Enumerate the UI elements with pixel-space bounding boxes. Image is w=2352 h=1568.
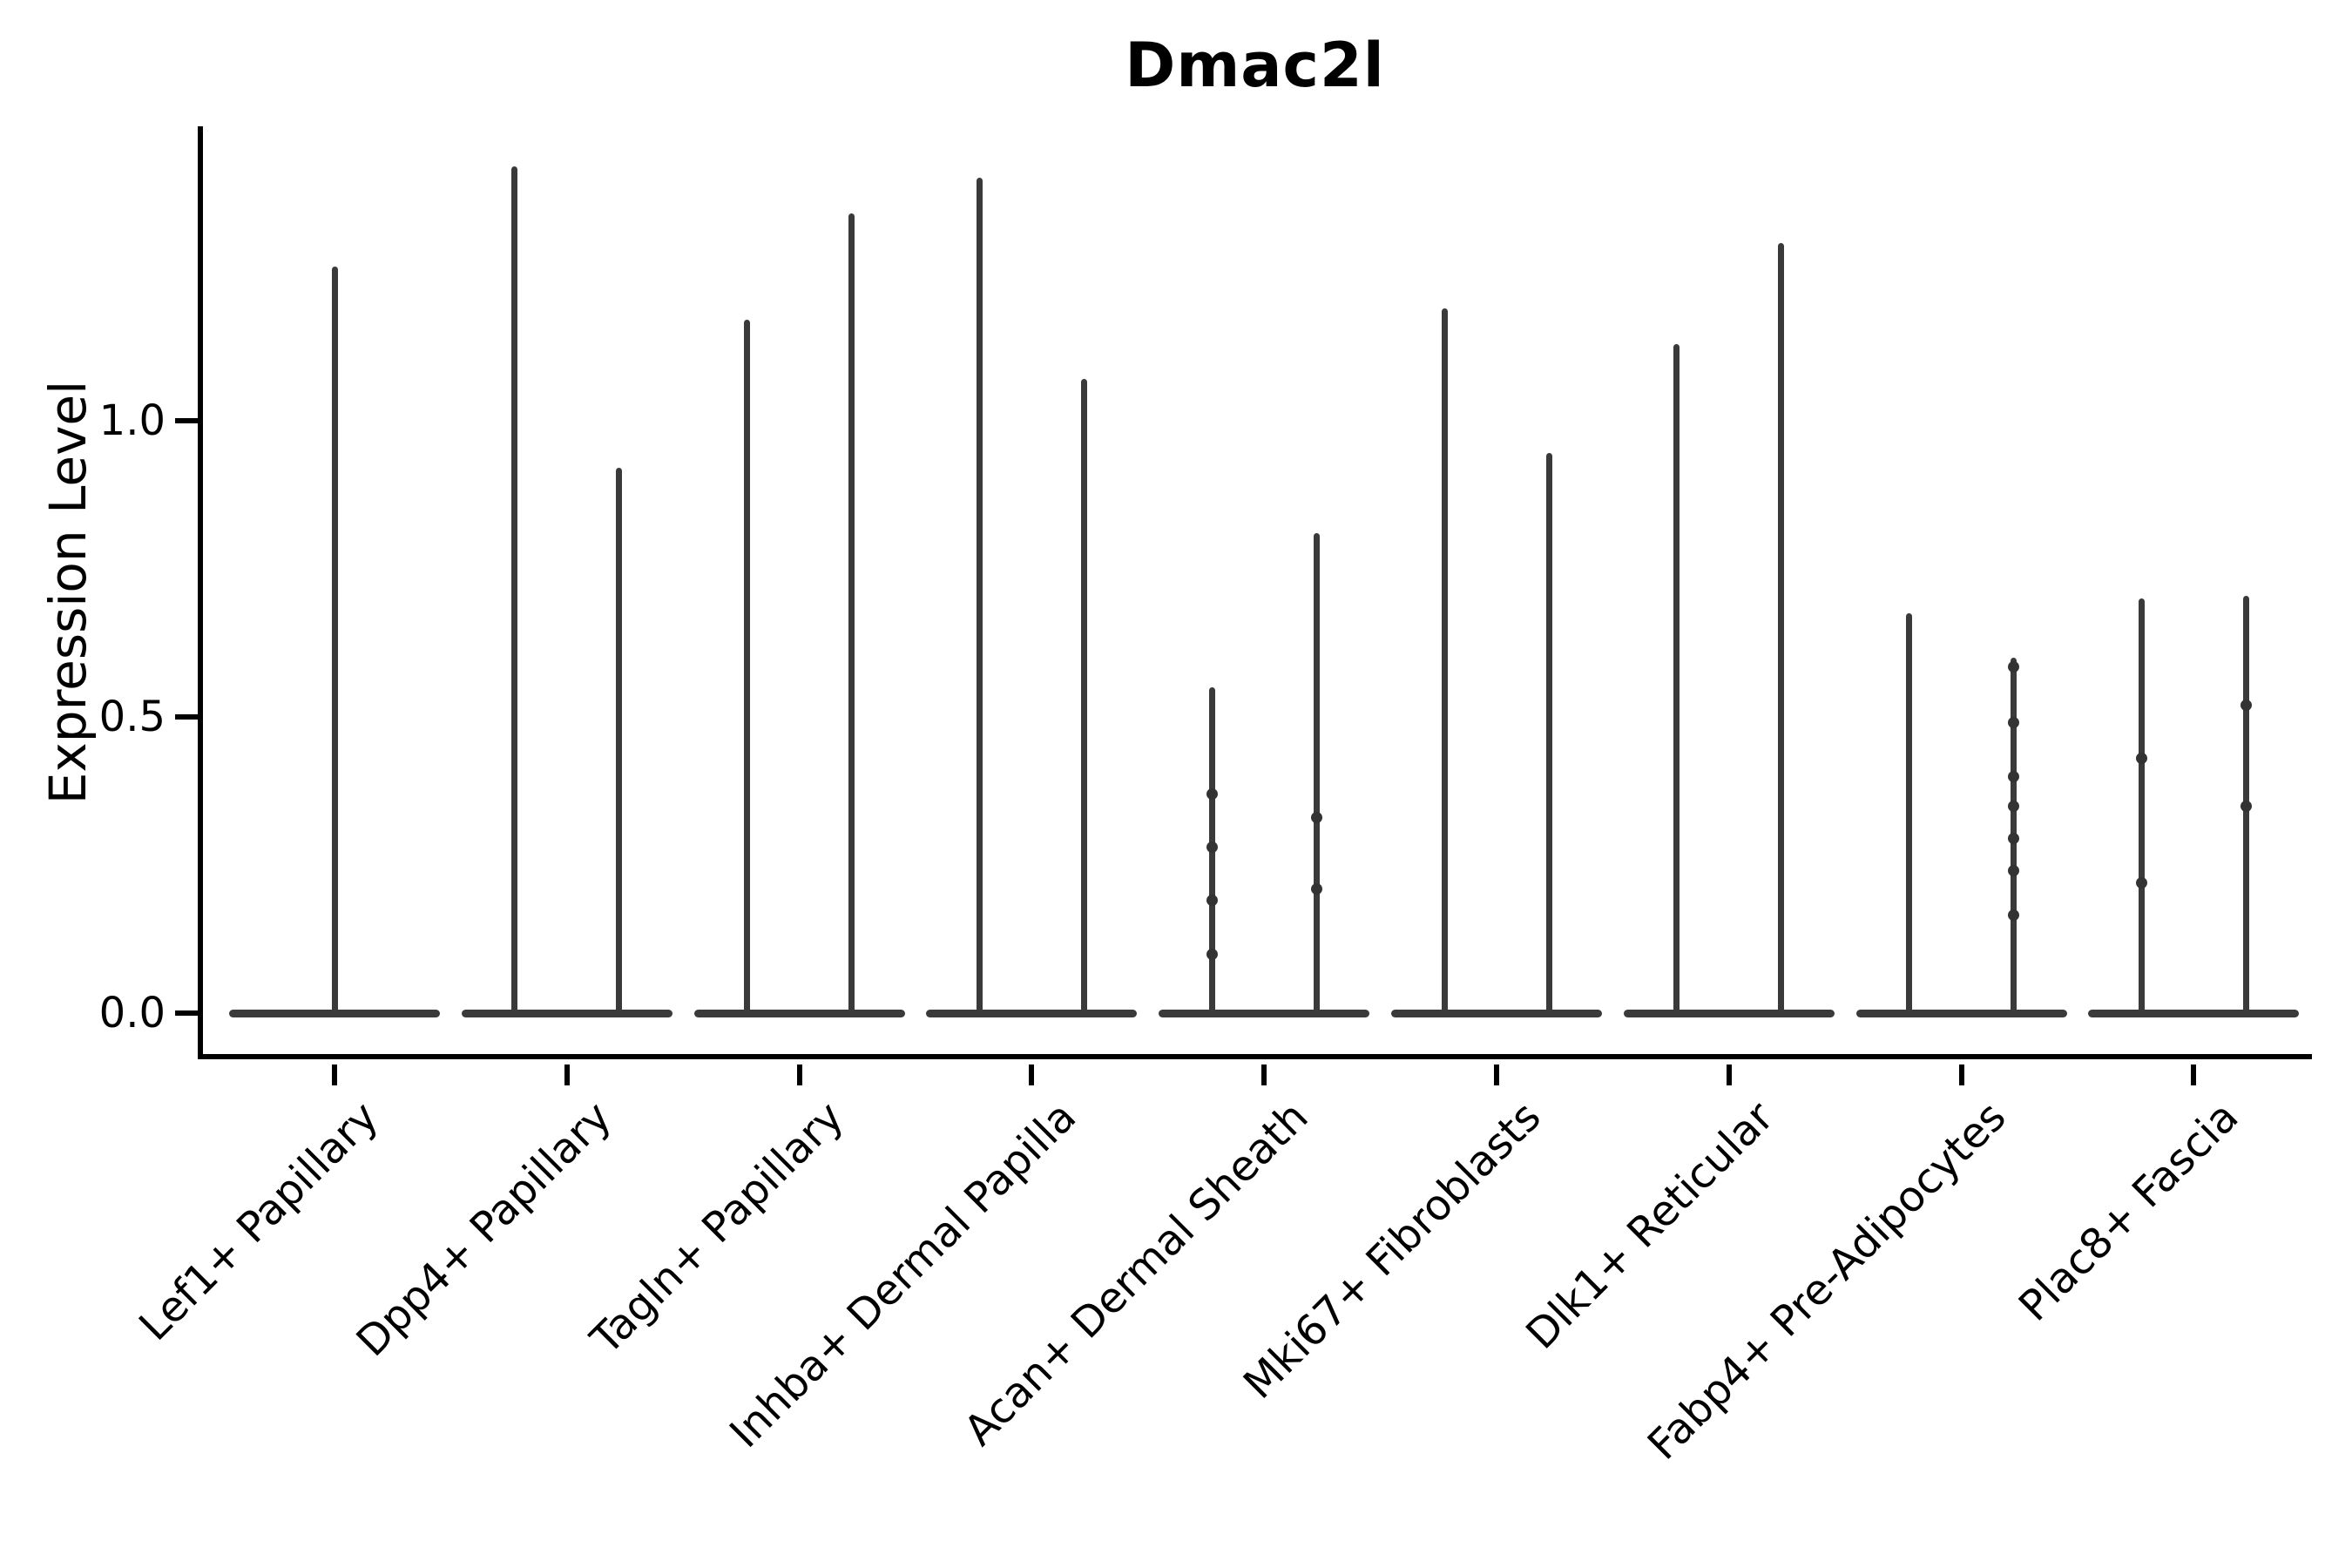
jitter-dot	[2008, 800, 2020, 812]
x-tick-mark	[1958, 1064, 1964, 1085]
violin-base	[229, 1009, 440, 1017]
violin-base	[1623, 1009, 1835, 1017]
jitter-dot	[2008, 717, 2020, 729]
violin-spike	[1778, 243, 1785, 1013]
violin-base	[926, 1009, 1138, 1017]
x-tick-mark	[1261, 1064, 1267, 1085]
jitter-dot	[1310, 812, 1322, 824]
jitter-dot	[1206, 787, 1218, 800]
x-tick-label: Plac8+ Fascia	[2009, 1092, 2248, 1331]
jitter-dot	[2008, 832, 2020, 844]
jitter-dot	[2240, 699, 2252, 711]
jitter-dot	[2008, 770, 2020, 782]
violin-base	[1391, 1009, 1602, 1017]
y-tick-label: 0.0	[98, 989, 166, 1037]
chart-title: Dmac2l	[1125, 30, 1385, 101]
violin-spike	[1673, 343, 1680, 1013]
x-tick-mark	[2191, 1064, 2197, 1085]
x-tick-mark	[796, 1064, 802, 1085]
x-tick-label: Lef1+ Papillary	[130, 1092, 389, 1350]
x-tick-label: Dlk1+ Reticular	[1516, 1092, 1783, 1359]
plot-area	[198, 126, 2312, 1059]
violin-spike	[331, 267, 338, 1013]
violin-base	[461, 1009, 672, 1017]
jitter-dot	[1206, 841, 1218, 854]
y-tick-mark	[175, 1010, 198, 1016]
violin-base	[1855, 1009, 2067, 1017]
violin-base	[1159, 1009, 1370, 1017]
jitter-dot	[2008, 865, 2020, 877]
jitter-dot	[2240, 800, 2252, 812]
y-tick-label: 0.5	[98, 693, 166, 741]
y-tick-mark	[175, 714, 198, 720]
x-tick-mark	[564, 1064, 570, 1085]
violin-spike	[1313, 533, 1320, 1013]
x-tick-mark	[1029, 1064, 1035, 1085]
violin-spike	[1441, 308, 1448, 1013]
x-tick-mark	[332, 1064, 337, 1085]
violin-spike	[1906, 613, 1913, 1013]
x-tick-label: Dpp4+ Papillary	[347, 1092, 621, 1367]
x-tick-mark	[1494, 1064, 1499, 1085]
violin-spike	[1545, 453, 1552, 1013]
violin-spike	[616, 468, 623, 1013]
jitter-dot	[2008, 909, 2020, 922]
violin-spike	[976, 178, 983, 1013]
violin-spike	[744, 320, 751, 1013]
violin-spike	[848, 213, 855, 1013]
jitter-dot	[2135, 753, 2147, 765]
jitter-dot	[2008, 660, 2020, 672]
violin-base	[2088, 1009, 2300, 1017]
violin-spike	[2138, 598, 2145, 1013]
jitter-dot	[1206, 895, 1218, 907]
x-tick-label: Tagln+ Papillary	[581, 1092, 854, 1364]
jitter-dot	[2135, 876, 2147, 889]
y-tick-mark	[175, 418, 198, 423]
y-tick-label: 1.0	[98, 396, 166, 445]
violin-spike	[511, 166, 518, 1013]
jitter-dot	[1310, 882, 1322, 895]
violin-base	[693, 1009, 905, 1017]
x-tick-mark	[1726, 1064, 1732, 1085]
violin-spike	[1080, 379, 1087, 1013]
jitter-dot	[1206, 948, 1218, 960]
